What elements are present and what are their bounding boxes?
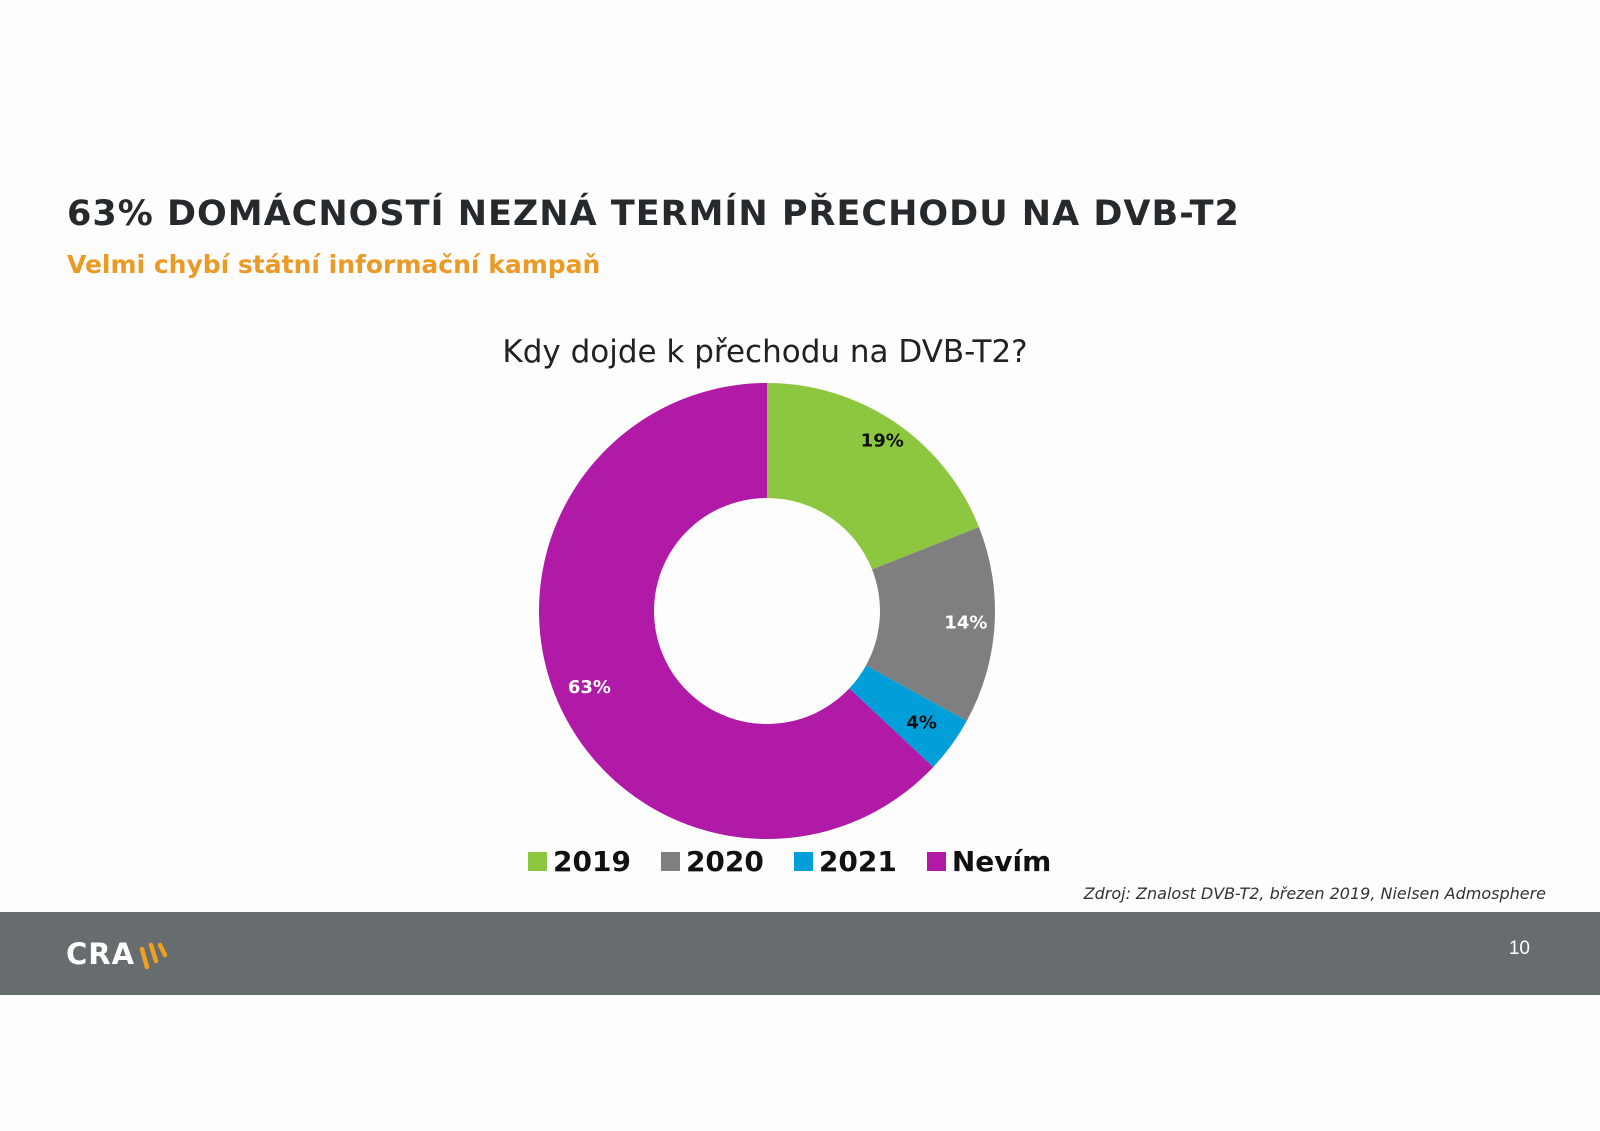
legend-label: Nevím: [951, 845, 1052, 878]
cra-logo: CRA: [66, 937, 171, 971]
legend-swatch-2019: [528, 852, 547, 871]
logo-text: CRA: [66, 937, 136, 971]
slice-value-label: 4%: [906, 712, 937, 733]
footer-bar: CRA 10: [0, 912, 1600, 995]
logo-stripes-icon: [139, 942, 168, 970]
donut-slice-2021: [849, 665, 967, 768]
donut-slices: [538, 383, 995, 839]
legend-label: 2019: [553, 845, 631, 878]
donut-slice-labels: 19% 14% 4% 63%: [568, 430, 988, 733]
slice-value-label: 63%: [568, 677, 611, 698]
legend-item-2020: 2020: [660, 845, 764, 878]
slide-subtitle: Velmi chybí státní informační kampaň: [67, 250, 601, 279]
legend-item-2021: 2021: [793, 845, 897, 878]
chart-title: Kdy dojde k přechodu na DVB-T2?: [502, 334, 1028, 370]
legend-swatch-2020: [660, 852, 680, 871]
donut-slice-2020: [866, 527, 995, 721]
slide-title: 63% DOMÁCNOSTÍ NEZNÁ TERMÍN PŘECHODU NA …: [67, 194, 1240, 234]
legend-swatch-2021: [793, 852, 813, 871]
donut-slice-nevím: [538, 383, 934, 839]
slice-value-label: 19%: [861, 430, 904, 451]
legend-swatch-nevim: [926, 852, 946, 871]
donut-slice-2019: [767, 383, 979, 570]
page-number: 10: [1508, 938, 1530, 959]
legend-label: 2021: [818, 845, 897, 878]
chart-legend: 2019 2020 2021 Nevím: [528, 845, 1051, 878]
slice-value-label: 14%: [944, 613, 987, 634]
legend-label: 2020: [685, 845, 764, 878]
source-note: Zdroj: Znalost DVB-T2, březen 2019, Niel…: [1083, 884, 1546, 903]
legend-item-nevim: Nevím: [926, 845, 1052, 878]
legend-item-2019: 2019: [528, 845, 631, 878]
